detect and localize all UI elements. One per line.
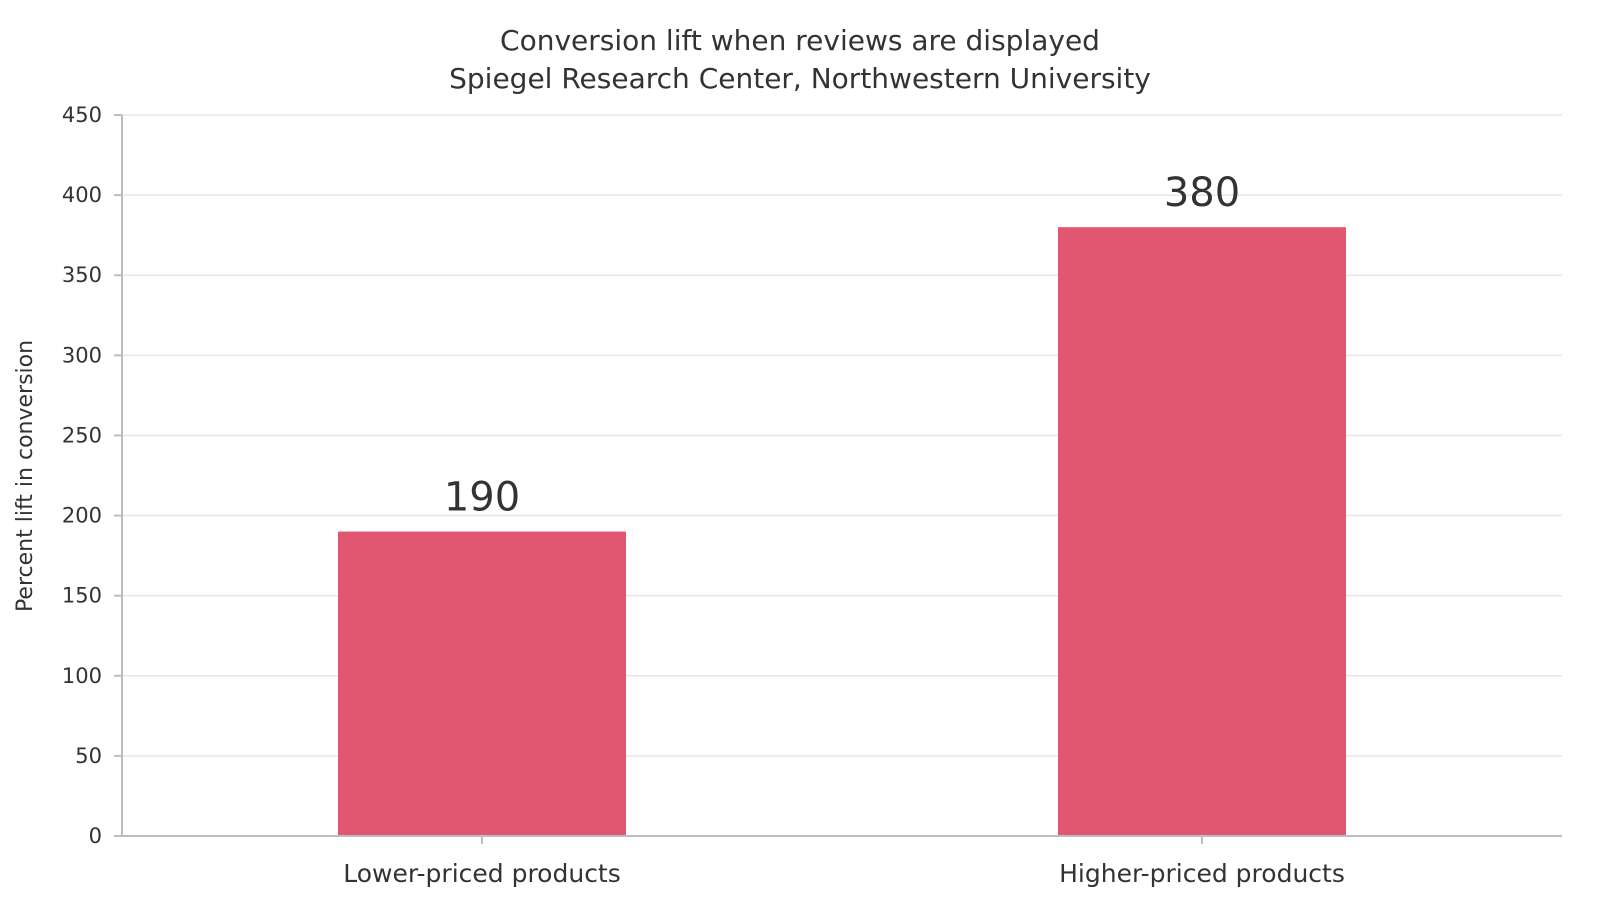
y-tick-label: 250 <box>62 423 102 447</box>
y-axis-label: Percent lift in conversion <box>13 340 38 612</box>
y-tick-label: 450 <box>62 103 102 127</box>
y-tick-label: 200 <box>62 504 102 528</box>
data-labels: 190 380 <box>444 170 1240 520</box>
y-tick-label: 100 <box>62 664 102 688</box>
y-tick-label: 350 <box>62 263 102 287</box>
chart-subtitle: Spiegel Research Center, Northwestern Un… <box>449 62 1151 95</box>
data-label: 190 <box>444 475 520 521</box>
x-tick-label: Higher-priced products <box>1059 859 1345 888</box>
x-tick-label: Lower-priced products <box>343 859 621 888</box>
bar <box>1058 227 1346 837</box>
bar <box>338 531 626 836</box>
y-tick-label: 0 <box>89 824 102 848</box>
chart-title: Conversion lift when reviews are display… <box>500 24 1100 57</box>
y-tick-label: 400 <box>62 183 102 207</box>
data-label: 380 <box>1164 170 1240 216</box>
bars <box>338 227 1346 837</box>
y-tick-label: 300 <box>62 343 102 367</box>
y-tick-label: 50 <box>75 744 102 768</box>
y-tick-label: 150 <box>62 584 102 608</box>
x-axis-ticks: Lower-priced products Higher-priced produ… <box>343 836 1345 888</box>
y-axis-ticks: 0 50 100 150 200 250 300 350 400 450 <box>62 103 122 848</box>
